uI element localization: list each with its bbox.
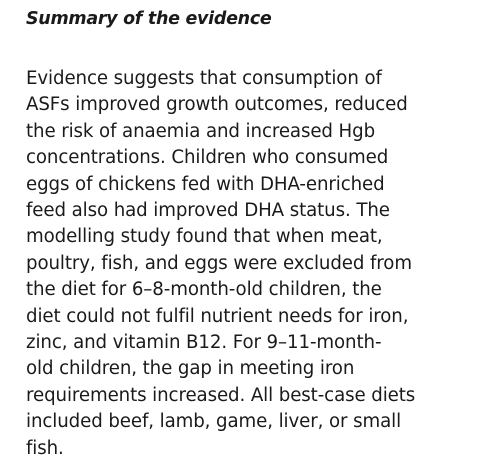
paragraph-line: the risk of anaemia and increased Hgb	[26, 120, 376, 142]
paragraph-line: old children, the gap in meeting iron	[26, 358, 355, 380]
paragraph-line: diet could not fulfil nutrient needs for…	[26, 305, 409, 327]
paragraph-line: ASFs improved growth outcomes, reduced	[26, 94, 408, 116]
summary-paragraph: Evidence suggests that consumption of AS…	[26, 66, 488, 462]
paragraph-line: feed also had improved DHA status. The	[26, 200, 390, 222]
paragraph-line: the diet for 6–8-month-old children, the	[26, 279, 382, 301]
paragraph-line: concentrations. Children who consumed	[26, 147, 389, 169]
section-heading: Summary of the evidence	[26, 9, 272, 29]
paragraph-line: eggs of chickens fed with DHA-enriched	[26, 173, 385, 195]
paragraph-line: Evidence suggests that consumption of	[26, 68, 382, 89]
paragraph-line: requirements increased. All best-case di…	[26, 384, 416, 406]
summary-section: Summary of the evidence Evidence suggest…	[26, 6, 488, 462]
paragraph-line: fish.	[26, 437, 64, 459]
paragraph-line: included beef, lamb, game, liver, or sma…	[26, 411, 402, 433]
paragraph-line: modelling study found that when meat,	[26, 226, 383, 248]
paragraph-line: poultry, fish, and eggs were excluded fr…	[26, 252, 412, 274]
paragraph-line: zinc, and vitamin B12. For 9–11-month-	[26, 332, 382, 354]
